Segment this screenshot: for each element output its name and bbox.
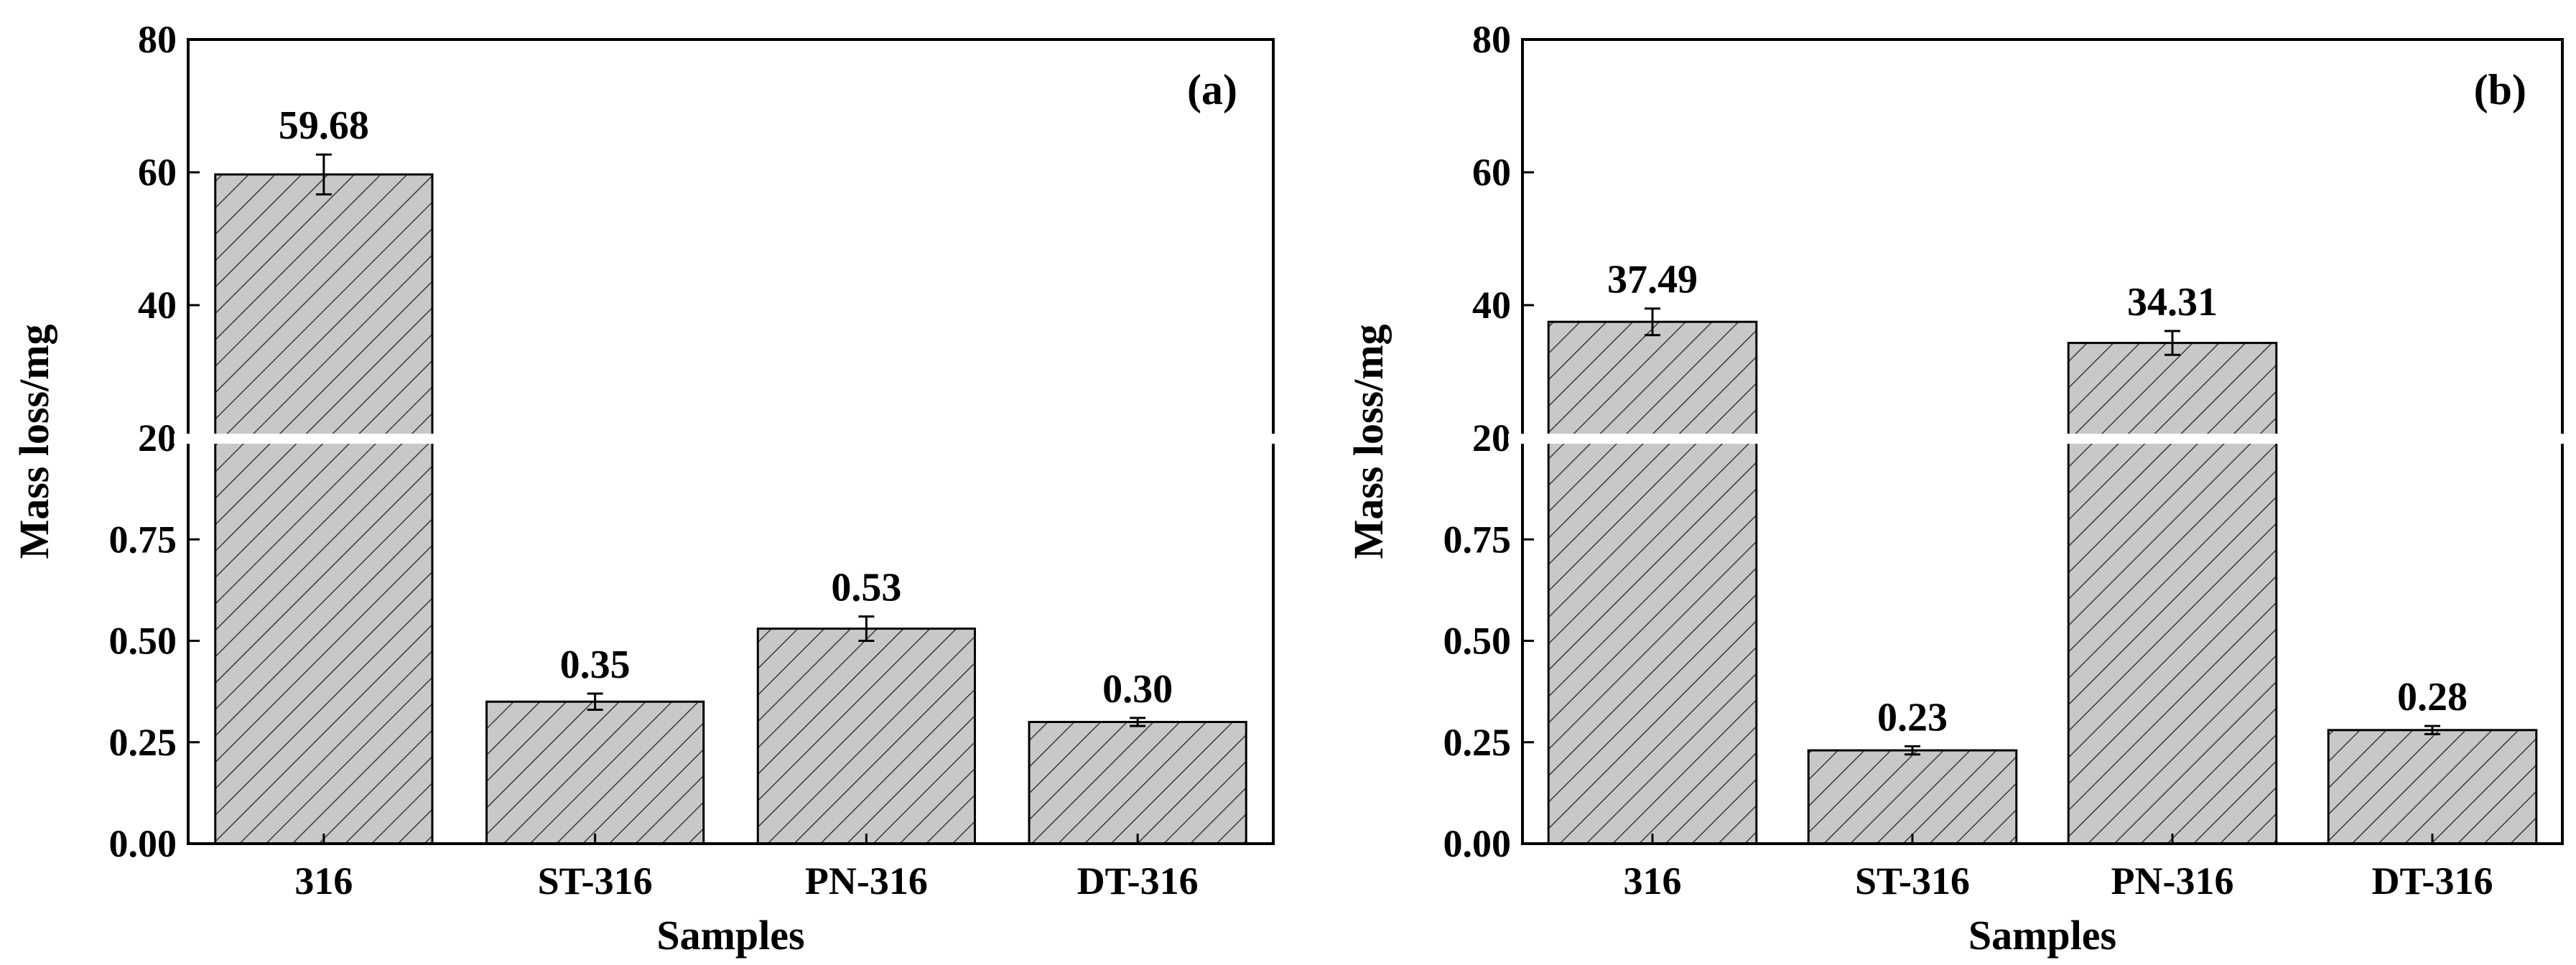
- data-label: 0.53: [831, 566, 901, 610]
- y-tick-label: 20: [1472, 416, 1511, 460]
- x-tick-label: 316: [1624, 859, 1682, 903]
- bar: [485, 700, 705, 845]
- bar: [214, 173, 434, 845]
- axis-break: [174, 434, 1288, 444]
- bar: [1807, 749, 2018, 845]
- y-tick-label: 0.50: [1443, 620, 1512, 663]
- data-label: 0.23: [1877, 695, 1948, 740]
- x-tick-label: ST-316: [1855, 859, 1970, 903]
- y-tick-label: 0.50: [109, 620, 177, 663]
- y-tick-label: 0.25: [1443, 721, 1512, 764]
- bar: [756, 628, 976, 845]
- data-label: 59.68: [279, 103, 369, 148]
- y-axis-title: Mass loss/mg: [1345, 324, 1392, 559]
- bar: [1028, 721, 1247, 845]
- y-tick-label: 40: [138, 284, 177, 327]
- x-tick-label: 316: [294, 859, 353, 903]
- x-tick-label: PN-316: [2111, 859, 2234, 903]
- y-tick-label: 0.00: [1443, 822, 1512, 865]
- y-axis-title: Mass loss/mg: [11, 324, 57, 559]
- x-tick-label: ST-316: [538, 859, 653, 903]
- data-label: 0.28: [2397, 675, 2468, 719]
- y-tick-label: 60: [138, 151, 177, 194]
- chart-panel-a: 59.68 316 0.35 ST-316 0.53 PN-316 0.30 DT-316 0.…: [11, 18, 1288, 959]
- panel-label: (b): [2474, 66, 2526, 113]
- bar: [1547, 320, 1758, 845]
- y-tick-label: 0.75: [109, 518, 177, 561]
- x-axis-title: Samples: [656, 912, 804, 959]
- y-tick-label: 40: [1472, 284, 1511, 327]
- y-tick-label: 80: [138, 18, 177, 61]
- y-tick-label: 60: [1472, 151, 1511, 194]
- chart-panel-b: 37.49 316 0.23 ST-316 34.31 PN-316 0.28 DT-316 0…: [1345, 18, 2576, 959]
- y-tick-label: 0.25: [109, 721, 177, 764]
- data-label: 0.35: [560, 643, 631, 687]
- bar: [2327, 729, 2538, 845]
- y-tick-label: 0.00: [109, 822, 177, 865]
- panel-label: (a): [1187, 66, 1237, 113]
- axis-break: [1508, 434, 2576, 444]
- y-tick-label: 20: [138, 416, 177, 460]
- y-tick-label: 80: [1472, 18, 1511, 61]
- y-tick-label: 0.75: [1443, 518, 1512, 561]
- bar: [2067, 342, 2278, 845]
- x-tick-label: PN-316: [805, 859, 928, 903]
- data-label: 0.30: [1102, 667, 1173, 712]
- data-label: 37.49: [1607, 258, 1698, 302]
- x-tick-label: DT-316: [2371, 859, 2493, 903]
- x-tick-label: DT-316: [1077, 859, 1199, 903]
- data-label: 34.31: [2127, 280, 2218, 325]
- x-axis-title: Samples: [1968, 912, 2116, 959]
